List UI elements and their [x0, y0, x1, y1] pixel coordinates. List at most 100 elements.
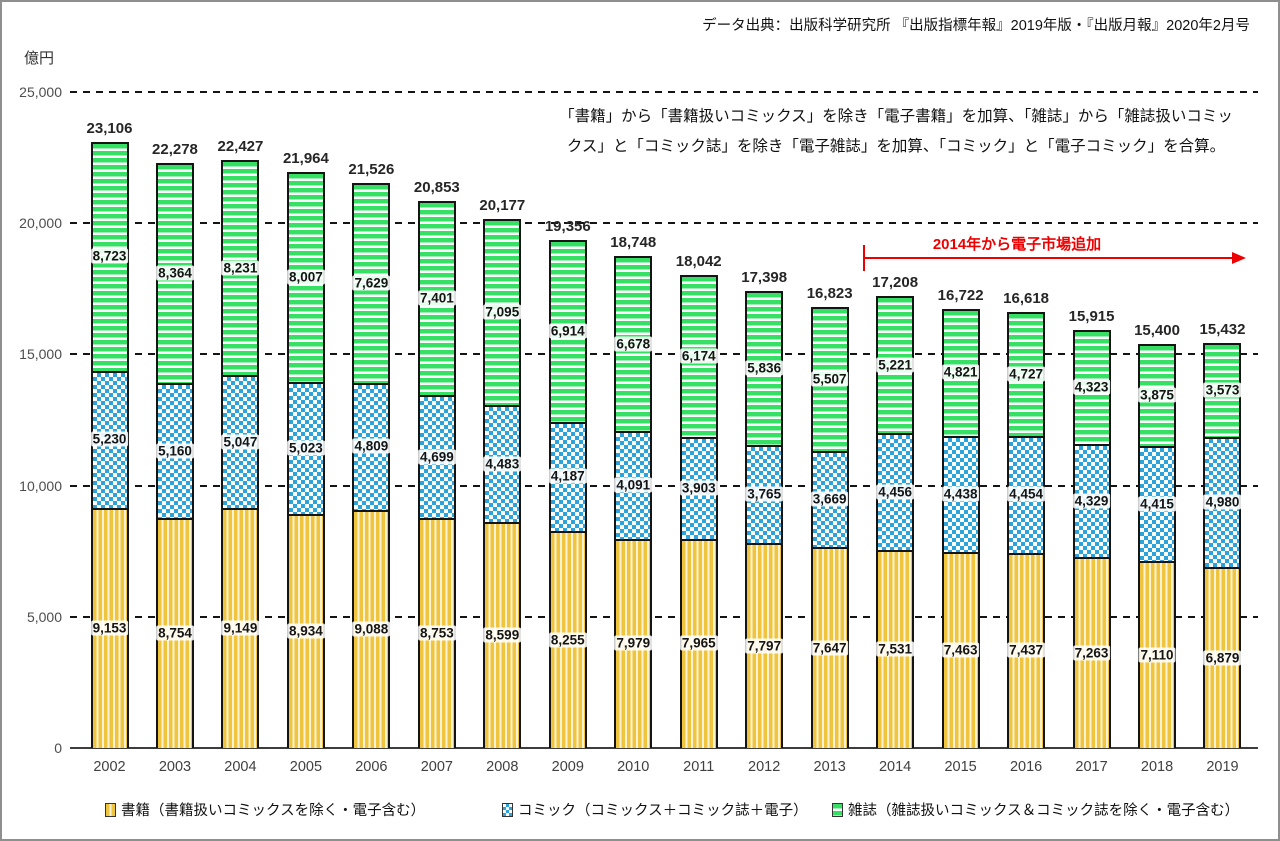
total-label: 16,823: [806, 284, 853, 302]
value-label: 5,230: [90, 431, 129, 447]
value-label: 5,160: [156, 443, 194, 459]
value-label: 4,091: [614, 477, 653, 493]
timeline-arrow-line: [864, 257, 1234, 259]
total-label: 23,106: [86, 119, 133, 137]
value-label: 6,678: [614, 336, 653, 352]
value-label: 7,979: [614, 635, 653, 651]
value-label: 6,174: [679, 348, 718, 364]
total-label: 21,964: [282, 149, 329, 167]
total-label: 20,853: [413, 178, 460, 196]
x-axis-label-2002: 2002: [93, 759, 126, 775]
value-label: 4,980: [1203, 494, 1242, 510]
x-axis-label-2004: 2004: [224, 759, 257, 775]
timeline-arrow-start-cap: [863, 245, 865, 271]
total-label: 22,278: [152, 141, 198, 159]
calculation-note-line1: 「書籍」から「書籍扱いコミックス」を除き「電子書籍」を加算、「雑誌」から「雑誌扱…: [559, 108, 1233, 125]
value-label: 7,463: [941, 642, 980, 658]
total-label: 17,398: [741, 269, 788, 287]
value-label: 4,483: [483, 456, 522, 472]
total-label: 17,208: [872, 274, 919, 292]
y-tick-label: 20,000: [19, 215, 62, 232]
y-tick-label: 25,000: [19, 84, 62, 100]
x-axis-label-2014: 2014: [878, 759, 912, 775]
value-label: 3,765: [745, 486, 784, 502]
x-axis-label-2012: 2012: [748, 759, 781, 775]
value-label: 4,456: [876, 484, 915, 500]
gridline-10000: [70, 484, 1258, 487]
total-label: 21,526: [348, 161, 395, 179]
y-tick-label: 10,000: [19, 477, 62, 494]
value-label: 4,454: [1007, 486, 1045, 502]
value-label: 8,723: [90, 248, 129, 264]
x-axis-label-2013: 2013: [813, 759, 846, 775]
total-label: 22,427: [217, 137, 264, 155]
value-label: 3,573: [1203, 382, 1242, 398]
gridline-25000: [70, 91, 1258, 93]
x-axis-label-2019: 2019: [1206, 759, 1239, 775]
x-axis-label-2009: 2009: [551, 759, 584, 775]
x-axis-line: [70, 747, 1258, 749]
value-label: 4,821: [941, 364, 980, 380]
value-label: 8,754: [156, 625, 194, 641]
value-label: 5,023: [287, 440, 325, 456]
x-axis-label-2003: 2003: [158, 759, 192, 775]
x-axis-label-2018: 2018: [1140, 759, 1174, 775]
legend-swatch-icon: [832, 803, 843, 817]
x-axis-label-2010: 2010: [617, 759, 650, 775]
value-label: 5,507: [810, 371, 849, 387]
legend-item: コミック（コミックス＋コミック誌＋電子）: [502, 799, 808, 819]
calculation-method-note: 「書籍」から「書籍扱いコミックス」を除き「電子書籍」を加算、「雑誌」から「雑誌扱…: [516, 102, 1276, 162]
total-label: 19,356: [544, 218, 591, 236]
total-label: 18,042: [675, 252, 722, 270]
x-axis-label-2015: 2015: [944, 759, 977, 775]
value-label: 4,415: [1138, 496, 1176, 511]
value-label: 7,647: [810, 640, 849, 656]
right-arrow-icon: [1232, 252, 1246, 264]
gridline-15000: [70, 353, 1258, 356]
value-label: 4,727: [1007, 366, 1045, 382]
x-axis-label-2005: 2005: [289, 759, 323, 775]
y-tick-label: 5,000: [26, 608, 62, 625]
value-label: 4,323: [1072, 379, 1111, 395]
total-label: 16,618: [1003, 289, 1050, 307]
value-label: 7,437: [1007, 642, 1045, 658]
x-axis-label-2008: 2008: [486, 759, 519, 775]
value-label: 7,965: [679, 635, 718, 651]
legend-item: 書籍（書籍扱いコミックスを除く・電子含む）: [105, 799, 425, 819]
value-label: 3,875: [1138, 387, 1176, 403]
legend-swatch-icon: [502, 803, 513, 817]
total-label: 15,400: [1134, 321, 1180, 339]
value-label: 7,110: [1138, 647, 1176, 663]
total-label: 15,915: [1068, 308, 1115, 326]
value-label: 9,088: [352, 621, 391, 637]
total-label: 18,748: [610, 234, 657, 252]
y-tick-label: 0: [54, 740, 62, 756]
legend-swatch-icon: [105, 803, 116, 817]
value-label: 5,221: [876, 357, 915, 373]
value-label: 8,934: [287, 623, 325, 639]
x-axis-label-2016: 2016: [1009, 759, 1043, 775]
value-label: 7,797: [745, 638, 784, 654]
y-axis-unit-label: 億円: [24, 50, 55, 67]
gridline-20000: [70, 222, 1258, 225]
value-label: 8,007: [287, 269, 325, 285]
value-label: 8,599: [483, 627, 522, 643]
value-label: 6,879: [1203, 650, 1242, 666]
gridline-5000: [70, 615, 1258, 618]
value-label: 7,095: [483, 304, 522, 320]
value-label: 5,836: [745, 360, 784, 376]
value-label: 3,669: [810, 491, 849, 507]
value-label: 8,255: [548, 632, 587, 648]
value-label: 7,263: [1072, 645, 1111, 661]
value-label: 7,531: [876, 641, 915, 657]
value-label: 9,149: [221, 620, 260, 636]
value-label: 5,047: [221, 434, 260, 450]
total-label: 16,722: [937, 287, 984, 305]
value-label: 4,438: [941, 486, 980, 502]
value-label: 7,401: [417, 290, 456, 306]
value-label: 4,809: [352, 438, 391, 454]
x-axis-label-2017: 2017: [1075, 759, 1108, 775]
x-axis-label-2007: 2007: [420, 759, 453, 775]
